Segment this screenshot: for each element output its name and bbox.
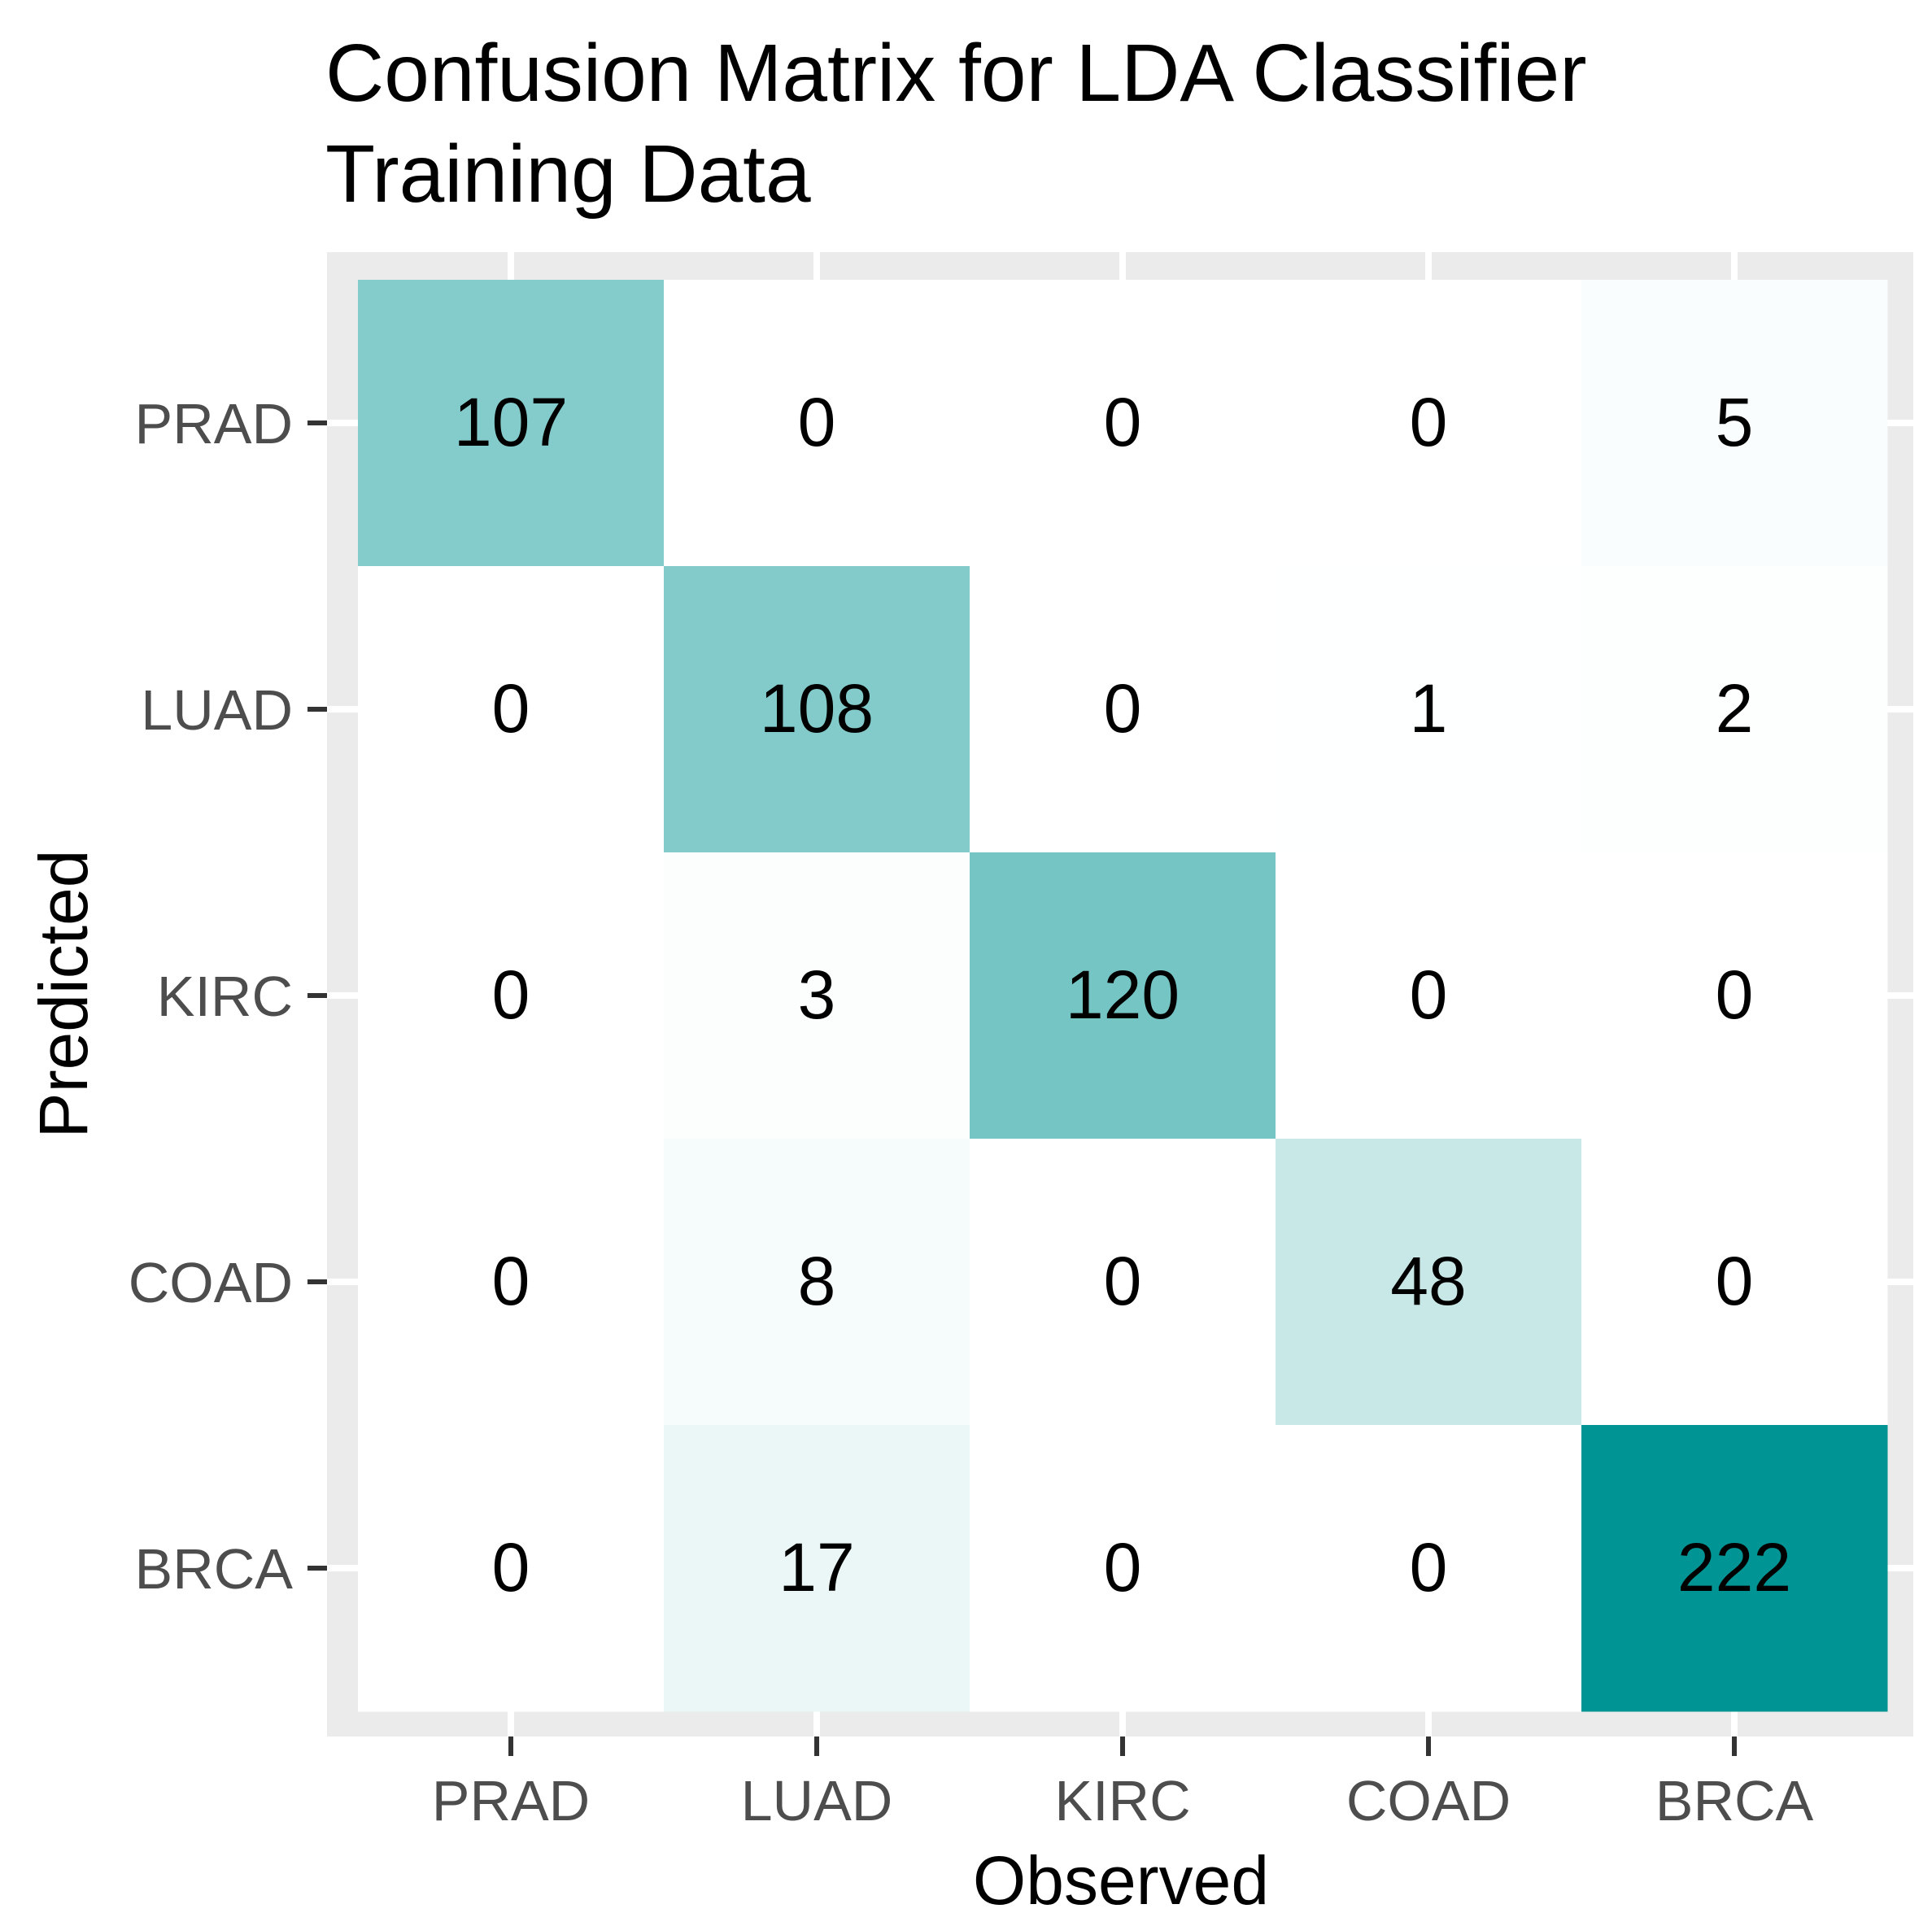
heatmap-cell <box>1276 566 1582 853</box>
cell-value-label: 1 <box>1410 670 1448 747</box>
cell-value-label: 0 <box>492 956 530 1033</box>
heatmap-cell <box>1276 852 1582 1139</box>
cell-value-label: 0 <box>798 384 836 460</box>
heatmap-cell <box>1276 1425 1582 1712</box>
x-axis-ticks: PRAD LUAD KIRC COAD BRCA <box>432 1736 1814 1832</box>
cell-value-label: 48 <box>1390 1243 1466 1319</box>
heatmap-cell <box>1276 280 1582 567</box>
heatmap-cell <box>358 1139 665 1426</box>
heatmap-cell <box>970 1139 1276 1426</box>
heatmap-cell <box>970 566 1276 853</box>
cell-value-label: 0 <box>492 1529 530 1606</box>
heatmap-cell <box>1581 1425 1888 1712</box>
cell-value-label: 3 <box>798 956 836 1033</box>
cell-value-label: 0 <box>1104 1529 1142 1606</box>
cell-value-label: 120 <box>1066 956 1180 1033</box>
cell-value-label: 0 <box>1716 1243 1754 1319</box>
cell-value-label: 0 <box>1410 956 1448 1033</box>
cell-value-label: 5 <box>1716 384 1754 460</box>
cell-value-label: 0 <box>1410 384 1448 460</box>
cell-value-label: 0 <box>1410 1529 1448 1606</box>
heatmap-cell <box>1581 280 1888 567</box>
y-tick-label: COAD <box>129 1251 293 1314</box>
heatmap-cell <box>358 852 665 1139</box>
x-axis-label: Observed <box>972 1842 1270 1919</box>
heatmap-cell <box>664 1139 970 1426</box>
heatmap-cell <box>970 1425 1276 1712</box>
cell-value-label: 222 <box>1677 1529 1791 1606</box>
heatmap-cell <box>664 280 970 567</box>
cell-value-label: 2 <box>1716 670 1754 747</box>
heatmap-cell <box>664 852 970 1139</box>
heatmap-cell <box>1581 852 1888 1139</box>
chart-title: Confusion Matrix for LDA Classifier Trai… <box>325 23 1587 224</box>
heatmap-cell <box>664 566 970 853</box>
y-tick-label: KIRC <box>157 965 293 1028</box>
y-tick-label: LUAD <box>141 678 293 742</box>
cell-value-label: 8 <box>798 1243 836 1319</box>
cell-value-label: 0 <box>1104 670 1142 747</box>
cell-value-labels: 107 0 0 0 50 108 0 1 20 3 120 0 00 8 0 48 00 17 0 0 222 <box>454 384 1791 1606</box>
heatmap-cell <box>1581 566 1888 853</box>
cell-value-label: 108 <box>760 670 874 747</box>
cell-value-label: 0 <box>1104 384 1142 460</box>
cell-value-label: 0 <box>492 670 530 747</box>
chart-title-line-1: Confusion Matrix for LDA Classifier <box>325 28 1587 119</box>
heatmap-cell <box>970 280 1276 567</box>
heatmap-cell <box>664 1425 970 1712</box>
heatmap-cell <box>358 1425 665 1712</box>
y-tick-label: BRCA <box>135 1537 294 1601</box>
heatmap-cell <box>358 280 665 567</box>
heatmap-cell <box>970 852 1276 1139</box>
x-tick-label: COAD <box>1346 1769 1511 1832</box>
x-tick-label: PRAD <box>432 1769 590 1832</box>
cell-value-label: 0 <box>492 1243 530 1319</box>
x-tick-label: LUAD <box>741 1769 893 1832</box>
heatmap-cell <box>1276 1139 1582 1426</box>
heatmap-cell <box>1581 1139 1888 1426</box>
x-tick-label: KIRC <box>1054 1769 1190 1832</box>
cell-value-label: 107 <box>454 384 568 460</box>
y-tick-label: PRAD <box>135 392 293 455</box>
cell-value-label: 17 <box>778 1529 854 1606</box>
cell-value-label: 0 <box>1716 956 1754 1033</box>
y-axis-label: Predicted <box>25 849 102 1139</box>
cell-value-label: 0 <box>1104 1243 1142 1319</box>
heatmap-cell <box>358 566 665 853</box>
heatmap-cells <box>358 280 1888 1712</box>
x-tick-label: BRCA <box>1655 1769 1814 1832</box>
chart-title-line-2: Training Data <box>325 129 811 220</box>
y-axis-ticks: PRAD LUAD KIRC COAD BRCA <box>129 392 327 1601</box>
